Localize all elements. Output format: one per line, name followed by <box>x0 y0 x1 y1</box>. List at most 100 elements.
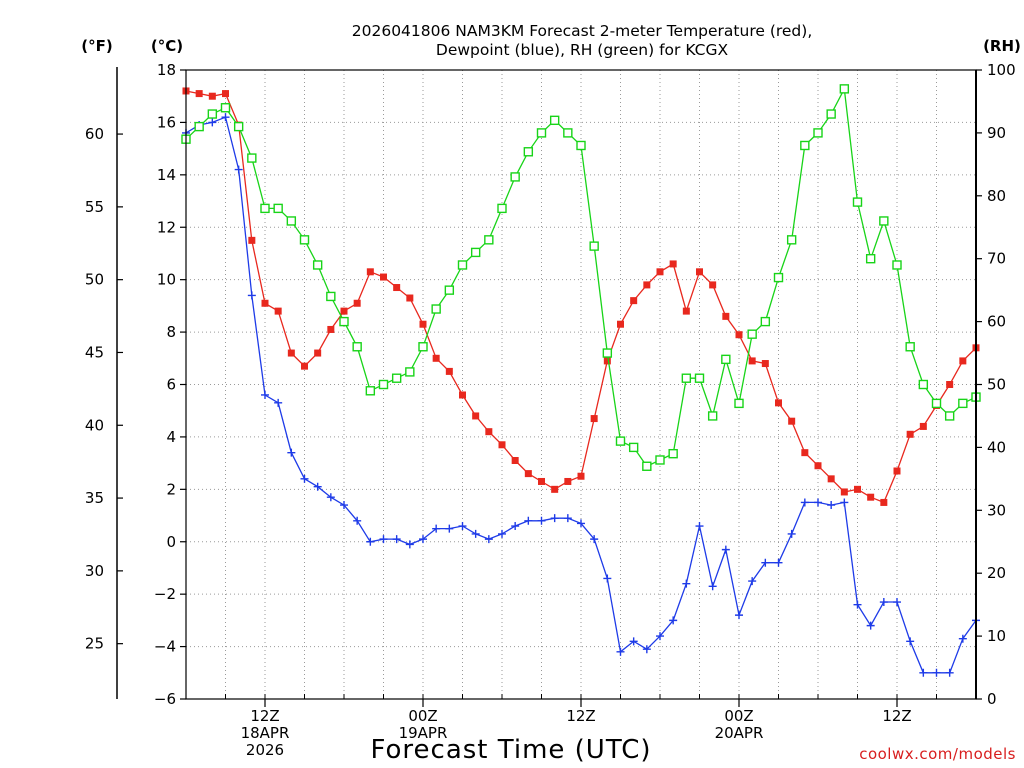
fahrenheit-tick-label: 55 <box>85 198 104 216</box>
data-point <box>642 645 651 654</box>
x-tick-label: 18APR <box>241 724 290 742</box>
data-point <box>222 90 229 98</box>
data-point <box>761 360 769 368</box>
data-point <box>392 535 401 544</box>
data-point <box>405 540 414 549</box>
data-point <box>248 236 256 244</box>
data-point <box>865 253 876 264</box>
data-point <box>775 399 782 407</box>
data-point <box>867 493 875 501</box>
data-point <box>300 474 309 483</box>
data-point <box>668 448 678 459</box>
celsius-tick-label: 14 <box>157 166 176 184</box>
data-point <box>208 118 217 127</box>
rh-tick-label: 100 <box>987 61 1016 79</box>
fahrenheit-tick-label: 45 <box>85 343 104 361</box>
data-point <box>694 373 705 383</box>
data-point <box>287 349 295 357</box>
data-point <box>839 84 850 94</box>
data-point <box>340 501 348 510</box>
x-tick-label: 20APR <box>715 724 764 742</box>
fahrenheit-tick-label: 25 <box>85 635 104 653</box>
fahrenheit-tick-label: 35 <box>85 489 104 507</box>
data-point <box>721 354 731 365</box>
data-point <box>327 325 335 333</box>
data-point <box>709 281 717 289</box>
data-point <box>432 354 440 362</box>
celsius-tick-label: −6 <box>154 690 176 708</box>
data-point <box>722 312 730 320</box>
data-point <box>707 411 718 421</box>
data-point <box>352 342 362 352</box>
data-point <box>761 558 770 567</box>
data-point <box>234 165 243 174</box>
data-point <box>471 529 480 538</box>
data-point <box>880 498 888 506</box>
data-point <box>734 398 744 409</box>
data-point <box>800 140 810 151</box>
rh-tick-label: 0 <box>987 690 997 708</box>
x-axis-label: Forecast Time (UTC) <box>370 735 651 765</box>
data-point <box>274 307 282 315</box>
data-point <box>944 411 955 421</box>
data-point <box>919 422 927 430</box>
data-point <box>314 349 322 357</box>
data-point <box>524 516 533 525</box>
data-point <box>207 109 218 119</box>
data-point <box>852 197 863 207</box>
data-point <box>669 260 677 268</box>
data-point <box>379 535 388 544</box>
data-point <box>615 436 626 446</box>
data-point <box>735 331 743 339</box>
data-point <box>893 467 901 475</box>
celsius-tick-label: 0 <box>166 533 176 551</box>
data-point <box>459 391 466 399</box>
data-point <box>906 637 915 646</box>
data-point <box>472 412 480 420</box>
fahrenheit-tick-label: 30 <box>85 562 104 580</box>
data-point <box>287 448 296 457</box>
data-point <box>458 522 467 531</box>
data-point <box>220 103 231 113</box>
data-point <box>536 128 547 138</box>
data-point <box>391 373 402 383</box>
data-point <box>419 320 427 328</box>
data-point <box>378 379 389 390</box>
data-point <box>233 121 244 132</box>
x-tick-label: 00Z <box>408 707 437 725</box>
data-point <box>484 535 493 544</box>
data-point <box>919 668 928 677</box>
celsius-tick-label: 10 <box>157 271 176 289</box>
data-point <box>247 153 257 163</box>
data-point <box>497 203 507 214</box>
data-point <box>786 235 797 245</box>
data-point <box>431 304 441 314</box>
data-point <box>628 442 639 453</box>
data-point <box>576 140 586 151</box>
x-tick-label: 12Z <box>250 707 279 725</box>
data-point <box>905 342 915 352</box>
data-point <box>814 462 822 470</box>
data-point <box>958 398 968 409</box>
data-point <box>365 386 376 396</box>
data-point <box>273 203 283 214</box>
celsius-tick-label: −2 <box>154 585 176 603</box>
data-point <box>603 357 611 365</box>
data-point <box>326 291 336 302</box>
data-point <box>550 514 559 523</box>
data-point <box>301 362 308 370</box>
data-point <box>484 235 494 245</box>
data-point <box>787 529 796 538</box>
data-point <box>643 281 651 289</box>
series-2-meter-temperature <box>182 87 980 506</box>
data-point <box>563 128 573 138</box>
data-point <box>261 390 269 399</box>
data-point <box>946 381 954 388</box>
grid-lines <box>186 70 976 699</box>
data-point <box>800 498 809 507</box>
data-point <box>353 516 362 525</box>
data-point <box>931 398 942 409</box>
credit-text: coolwx.com/models <box>859 745 1016 763</box>
data-point <box>602 348 613 358</box>
